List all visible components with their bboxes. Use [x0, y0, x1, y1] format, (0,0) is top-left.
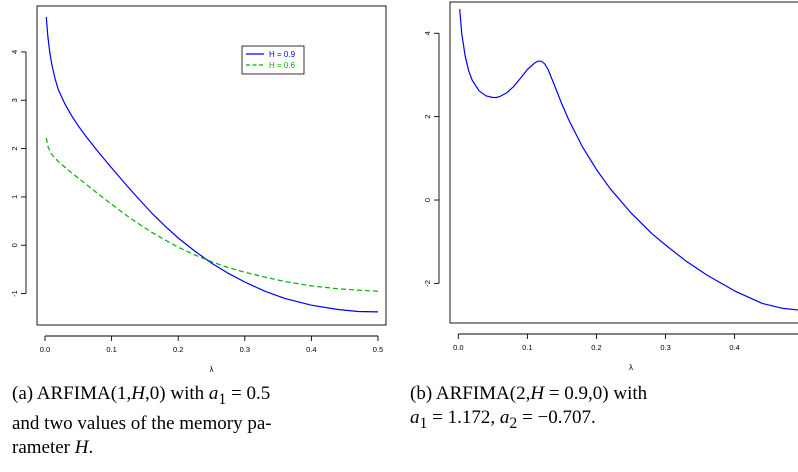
legend-entry: H = 0.6	[269, 61, 296, 70]
caption-a-text: = 0.5	[226, 383, 271, 404]
x-tick-label: 0.0	[40, 345, 50, 354]
y-tick-label: 0	[10, 243, 19, 247]
caption-a-text: .	[88, 436, 94, 458]
caption-a: (a) ARFIMA(1,H,0) with a1 = 0.5 and two …	[12, 382, 397, 460]
caption-b-symbol: a	[499, 407, 510, 428]
plot-frame	[36, 5, 387, 326]
y-tick-label: 2	[10, 146, 19, 150]
caption-a-symbol: H	[74, 436, 89, 458]
x-tick-label: 0.2	[173, 345, 183, 354]
caption-a-text: rameter	[12, 436, 75, 458]
caption-a-text: (a) ARFIMA(1,	[12, 383, 132, 404]
caption-b: (b) ARFIMA(2,H = 0.9,0) with a1 = 1.172,…	[410, 382, 798, 436]
x-axis-label: λ	[210, 365, 214, 374]
x-tick-label: 0.1	[522, 343, 532, 352]
x-tick-label: 0.5	[373, 345, 383, 354]
caption-b-subscript: 2	[509, 414, 518, 432]
caption-b-text: (b) ARFIMA(2,	[410, 383, 531, 404]
x-tick-label: 0.4	[729, 343, 739, 352]
caption-b-subscript: 1	[419, 414, 428, 432]
series-line-h-0-6	[45, 137, 379, 292]
chart-panel-a: 0.0 0.1 0.2 0.3 0.4 0.5 λ -1 0 1 2 3 4 H = 0.9 H = 0.6	[10, 5, 387, 374]
x-tick-label: 0.3	[240, 345, 250, 354]
caption-a-symbol: H	[131, 383, 146, 404]
y-tick-label: 2	[423, 115, 432, 119]
y-tick-label: 0	[423, 198, 432, 202]
x-tick-label: 0.1	[106, 345, 116, 354]
y-tick-label: -2	[423, 280, 432, 287]
x-tick-label: 0.0	[453, 343, 463, 352]
caption-a-subscript: 1	[218, 390, 227, 408]
series-line-h-0-9	[45, 17, 379, 313]
caption-b-symbol: a	[410, 407, 420, 428]
legend-entry: H = 0.9	[269, 50, 296, 59]
legend: H = 0.9 H = 0.6	[241, 45, 305, 75]
caption-a-line: and two values of the memory pa-	[12, 412, 272, 434]
y-tick-label: 3	[10, 98, 19, 102]
caption-b-text: = 0.9,0) with	[544, 383, 648, 404]
y-tick-label: 4	[423, 31, 432, 35]
legend-box	[241, 45, 305, 75]
caption-b-text: = 1.172,	[427, 407, 500, 428]
y-tick-label: 4	[10, 50, 19, 54]
plot-frame	[449, 1, 798, 324]
series-line-curve	[459, 9, 798, 311]
y-tick-label: -1	[10, 290, 19, 297]
x-tick-label: 0.3	[660, 343, 670, 352]
y-tick-label: 1	[10, 195, 19, 199]
caption-b-symbol: H	[530, 383, 545, 404]
caption-a-text: ,0) with	[145, 383, 209, 404]
x-tick-label: 0.2	[591, 343, 601, 352]
x-tick-label: 0.4	[306, 345, 316, 354]
x-axis-label: λ	[629, 363, 633, 372]
caption-b-text: = −0.707.	[517, 407, 596, 428]
caption-a-symbol: a	[208, 383, 219, 404]
